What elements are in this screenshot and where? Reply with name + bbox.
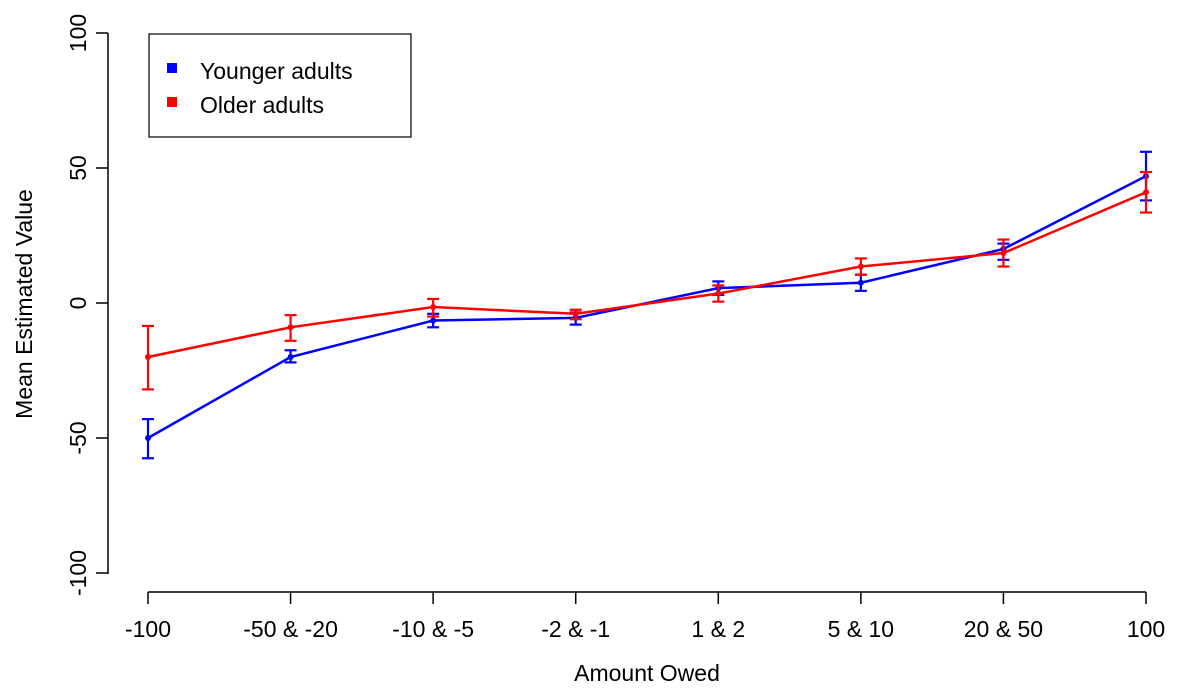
y-axis-title: Mean Estimated Value [11,189,37,419]
x-tick-group: -100 -50 & -20 -10 & -5 -2 & -1 1 & 2 5 & 10 2… [125,592,1165,642]
x-tick-label: 20 & 50 [964,616,1043,642]
y-tick-label: 100 [65,14,91,52]
x-tick-label: -10 & -5 [392,616,474,642]
legend-marker-older [167,97,177,107]
x-tick-label: 1 & 2 [691,616,745,642]
legend-box [148,33,412,138]
data-point [287,324,294,331]
x-tick-label: -2 & -1 [541,616,610,642]
legend-label-younger: Younger adults [200,58,353,84]
data-point [857,263,864,270]
x-axis: -100 -50 & -20 -10 & -5 -2 & -1 1 & 2 5 & 10 2… [125,591,1165,642]
series-line [147,174,1147,440]
data-point [857,279,864,286]
data-point [145,354,151,360]
data-point [430,304,437,311]
series-older-adults [142,170,1152,391]
y-tick-label: -100 [65,550,91,596]
data-point [572,310,579,317]
y-tick-label: -50 [65,421,91,454]
data-point [430,317,437,324]
data-point [287,354,294,360]
x-tick-label: 5 & 10 [828,616,895,642]
y-tick-label: 0 [65,297,91,310]
series-group [142,150,1152,460]
data-point [145,435,151,441]
legend-marker-younger [167,63,177,73]
y-tick-label: 50 [65,155,91,181]
x-tick-label: 100 [1127,616,1165,642]
legend: Younger adults Older adults [148,33,412,138]
data-point [1143,189,1149,196]
series-younger-adults [142,150,1152,460]
x-tick-label: -50 & -20 [243,616,338,642]
y-axis: -100 -50 0 50 100 [65,14,109,596]
data-point [1000,250,1007,257]
series-line [147,191,1147,359]
x-axis-title: Amount Owed [574,660,720,686]
data-point [715,290,722,297]
x-tick-label: -100 [125,616,171,642]
legend-label-older: Older adults [200,92,324,118]
y-tick-group: -100 -50 0 50 100 [65,14,108,596]
